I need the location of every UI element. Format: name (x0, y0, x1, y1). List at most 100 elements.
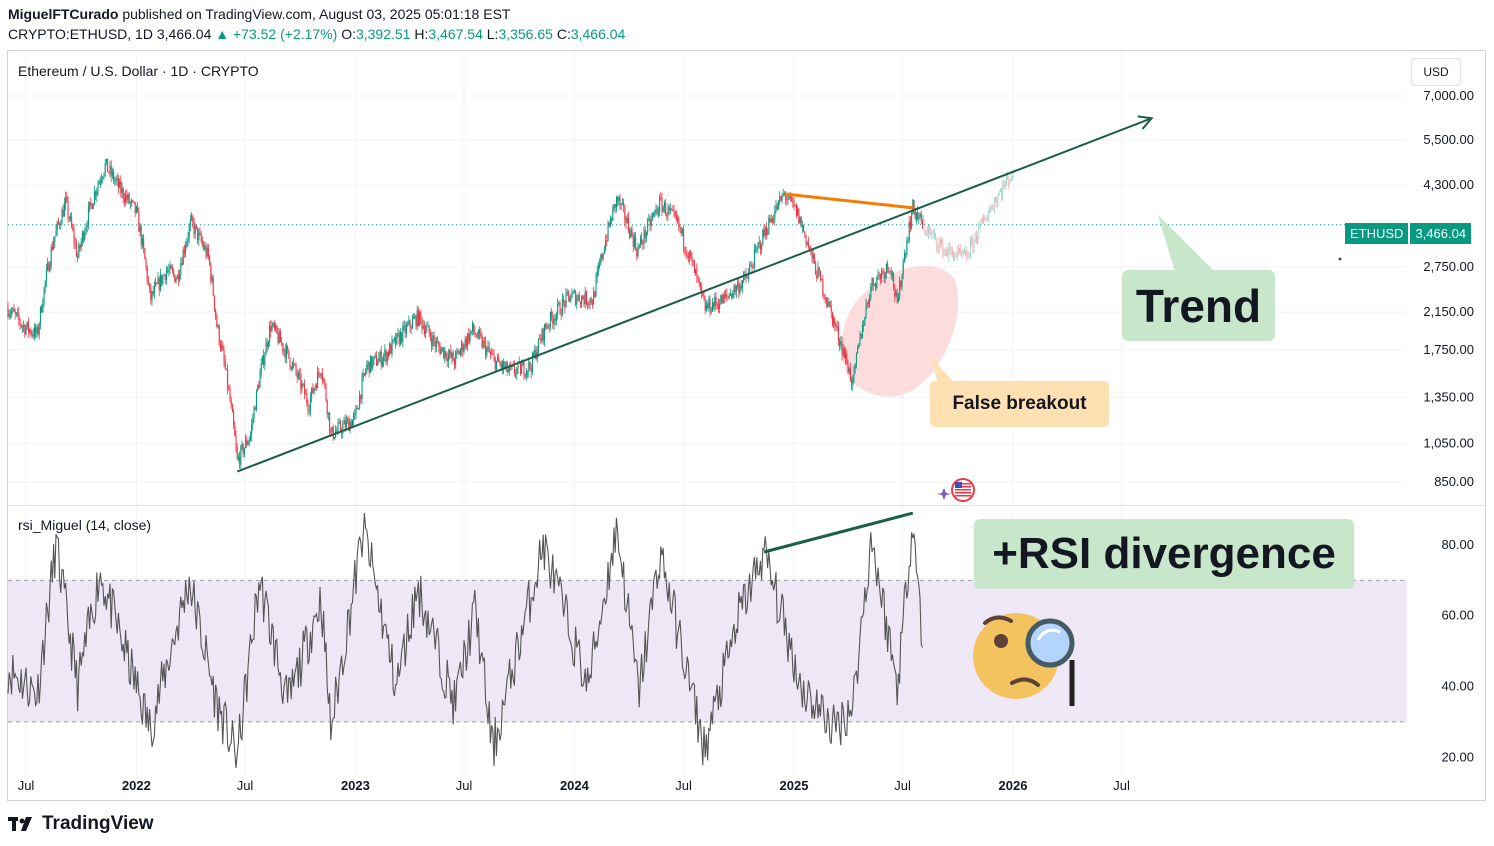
candle-body (846, 353, 848, 364)
trend-note[interactable]: Trend (1122, 270, 1275, 341)
candle-body (314, 385, 316, 389)
candle-body (434, 341, 436, 347)
candle-body (150, 288, 152, 301)
candle (618, 195, 620, 206)
candle-body (554, 318, 556, 321)
candle-body (715, 296, 717, 305)
candle-body (174, 274, 176, 283)
price-tick-label: 1,050.00 (1423, 435, 1474, 450)
candle-body (385, 350, 387, 362)
candle (389, 341, 391, 357)
rsi-pane-title[interactable]: rsi_Miguel (14, close) (18, 517, 152, 533)
candle (449, 349, 451, 360)
candle (672, 205, 674, 212)
candle (635, 232, 637, 252)
candle-body (468, 333, 470, 342)
candle-body (389, 344, 391, 356)
candle-body (896, 292, 898, 303)
candle-body (138, 211, 140, 232)
candle-body (565, 292, 567, 308)
candle (17, 308, 19, 318)
candle-body (533, 353, 535, 357)
candle-body (764, 227, 766, 236)
candle (14, 308, 16, 320)
candle (41, 304, 43, 314)
candle-body (199, 232, 201, 235)
candle (467, 332, 469, 352)
candle (757, 241, 759, 254)
candle (281, 336, 283, 347)
rsi-divergence-note[interactable]: +RSI divergence (974, 519, 1354, 589)
candle (252, 413, 254, 431)
author-name[interactable]: MiguelFTCurado (8, 6, 119, 22)
candle (542, 327, 544, 345)
candle-body (713, 302, 715, 307)
candle-body (863, 325, 865, 327)
candle (695, 268, 697, 276)
candle (731, 293, 733, 300)
candle (18, 306, 20, 326)
candle-body (248, 439, 250, 443)
candle (325, 383, 327, 402)
candle-body (348, 419, 350, 431)
candle (601, 252, 603, 262)
candle-body (869, 297, 871, 304)
candle-body (549, 312, 551, 327)
candle-body (183, 249, 185, 253)
candle-body (895, 292, 897, 297)
candle (26, 321, 28, 330)
candle (99, 176, 101, 189)
candle-body (402, 326, 404, 342)
candle-body (668, 206, 670, 211)
candle (24, 323, 26, 338)
candle-body (813, 254, 815, 263)
candle-body (599, 263, 601, 267)
candle (803, 224, 805, 232)
candle (407, 320, 409, 327)
candle-body (311, 387, 313, 398)
candle-body (528, 361, 530, 372)
candle-body (716, 304, 718, 306)
candle-body (585, 291, 587, 305)
candle-body (162, 275, 164, 284)
candle-body (32, 334, 34, 337)
candle (116, 172, 118, 187)
candle-body (57, 221, 59, 224)
candle (441, 347, 443, 352)
candle (150, 283, 152, 305)
candle (275, 322, 277, 332)
candle (92, 203, 94, 210)
candle-body (757, 243, 759, 249)
candle-body (792, 200, 794, 202)
candle-body (717, 304, 719, 309)
rsi-divergence-line (763, 511, 914, 554)
candle-body (543, 324, 545, 341)
candle (827, 297, 829, 308)
candle (493, 349, 495, 362)
candle (285, 342, 287, 364)
candle (767, 228, 769, 236)
candle (180, 257, 182, 280)
candle (547, 323, 549, 330)
candle (733, 283, 735, 299)
candle (863, 320, 865, 332)
candle (231, 403, 233, 413)
tradingview-logo[interactable]: TradingView (8, 813, 154, 835)
candle-body (368, 361, 370, 373)
candle (42, 298, 44, 314)
currency-button[interactable]: USD (1411, 58, 1461, 86)
open-value: 3,392.51 (355, 26, 411, 42)
candle (207, 244, 209, 260)
candle-body (877, 274, 879, 278)
candle (353, 411, 355, 426)
candle-body (309, 397, 311, 411)
false-breakout-note[interactable]: False breakout (930, 381, 1109, 427)
candle-body (901, 275, 903, 287)
candle-body (477, 330, 479, 338)
candle (224, 354, 226, 371)
candle-body (542, 328, 544, 341)
candle (95, 190, 97, 201)
candle (138, 207, 140, 232)
candle-body (734, 285, 736, 293)
